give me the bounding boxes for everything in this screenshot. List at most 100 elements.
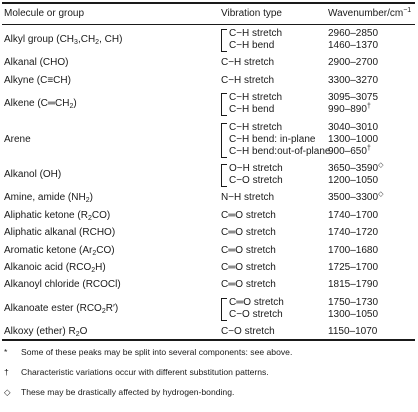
text-run: 3095–3075	[328, 92, 379, 104]
table-row: Alkoxy (ether) R2O C−O stretch 1150–1070	[0, 326, 418, 343]
vibration-type: C═O stretch	[221, 244, 276, 256]
text-run: 3300–3270	[328, 74, 379, 86]
molecule-cell: Alkyne (C≡CH)	[4, 75, 71, 87]
wavenumber-range: 1460–1370	[328, 40, 378, 52]
text-run: 1150–1070	[328, 326, 378, 338]
table-row: Alkanal (CHO) C−H stretch 2900–2700	[0, 57, 418, 74]
text-run: Aliphatic ketone (R	[4, 209, 88, 221]
wavenumber-range: 1700–1680	[328, 245, 378, 257]
vibration-cell: C═O stretch	[221, 227, 276, 239]
text-run: 3040–3010	[328, 121, 379, 133]
table-row: Alkanoic acid (RCO2H) C═O stretch 1725–170…	[0, 262, 418, 279]
wavenumber-range: 1200–1050	[328, 175, 383, 187]
table-body: Alkyl group (CH3,CH2, CH) C−H stretch C−H …	[0, 28, 418, 343]
text-run: , CH)	[99, 34, 123, 45]
wavenumber-cell: 1740–1700	[328, 210, 378, 222]
table-row: Aliphatic alkanal (RCHO) C═O stretch 1740–…	[0, 227, 418, 244]
molecule-cell: Alkanoyl chloride (RCOCl)	[4, 279, 121, 291]
text-run: 1300–1050	[328, 308, 379, 320]
vibration-type: N−H stretch	[221, 192, 275, 204]
vibration-cell: C−H stretch	[221, 57, 274, 69]
text-run: CO)	[96, 244, 115, 256]
wavenumber-range: 990–890†	[328, 103, 378, 116]
footnote-symbol: ◇	[4, 387, 11, 397]
wavenumber-cell: 1815–1790	[328, 279, 378, 291]
grouping-bracket	[221, 93, 227, 117]
text-run: O	[79, 326, 88, 338]
text-run: )	[73, 98, 77, 110]
grouping-bracket	[221, 297, 227, 321]
wavenumber-range: 1725–1700	[328, 262, 378, 274]
molecule-cell: Aliphatic alkanal (RCHO)	[4, 227, 115, 239]
footnote: * Some of these peaks may be split into s…	[0, 347, 418, 367]
vibration-type: C−H stretch	[221, 57, 275, 69]
grouping-bracket	[221, 122, 227, 158]
wavenumber-cell: 3300–3270	[328, 75, 378, 87]
wavenumber-cell: 2960–2850 1460–1370	[328, 28, 378, 52]
top-rule	[2, 2, 415, 4]
molecule-cell: Amine, amide (NH2)	[4, 192, 93, 204]
subscript: 2	[69, 103, 74, 111]
text-run: 2960–2850	[328, 28, 379, 39]
footnote-text: These may be drastically affected by hyd…	[21, 387, 235, 397]
table-row: Alkanoyl chloride (RCOCl) C═O stretch 1815…	[0, 279, 418, 296]
footnote-symbol: *	[4, 347, 8, 357]
text-run: Alkanol (OH)	[4, 168, 62, 180]
header-wavenumber-exponent: −1	[403, 7, 412, 14]
text-run: )	[89, 192, 93, 204]
text-run: CO)	[91, 209, 111, 221]
wavenumber-range: 3095–3075	[328, 92, 378, 104]
header-wavenumber: Wavenumber/cm−1	[328, 7, 412, 20]
subscript: 2	[75, 331, 80, 339]
subscript: 2	[92, 249, 97, 257]
text-run: Aromatic ketone (Ar	[4, 244, 93, 256]
vibration-cell: C−H stretch C−H bend: in-plane C−H bend:ou…	[229, 122, 330, 158]
vibration-type: C−O stretch	[229, 174, 283, 186]
table-row: Aliphatic ketone (R2CO) C═O stretch 1740–1…	[0, 210, 418, 227]
vibration-type: C−H stretch	[229, 92, 283, 104]
text-run: 1300–1000	[328, 133, 379, 145]
text-run: 1700–1680	[328, 244, 379, 256]
wavenumber-range: 2960–2850	[328, 28, 378, 40]
vibration-type: C−H stretch	[229, 28, 283, 39]
wavenumber-cell: 1700–1680	[328, 245, 378, 257]
text-run: Alkanal (CHO)	[4, 57, 69, 69]
table-row: Arene C−H stretch C−H bend: in-plane C−H be…	[0, 122, 418, 163]
vibration-cell: O−H stretch C−O stretch	[229, 163, 283, 187]
vibration-cell: C═O stretch C−O stretch	[229, 297, 284, 321]
wavenumber-range: 3300–3270	[328, 75, 378, 87]
text-run: Amine, amide (NH	[4, 192, 86, 204]
molecule-cell: Aromatic ketone (Ar2CO)	[4, 245, 115, 257]
wavenumber-cell: 3095–3075 990–890†	[328, 92, 378, 116]
vibration-cell: C═O stretch	[221, 210, 276, 222]
molecule-cell: Alkanoate ester (RCO2R′)	[4, 303, 118, 315]
vibration-cell: C−H stretch	[221, 75, 274, 87]
text-run: 1740–1720	[328, 227, 379, 239]
vibration-type: C═O stretch	[229, 296, 284, 308]
vibration-cell: C═O stretch	[221, 262, 276, 274]
footnote-mark: ◇	[378, 161, 384, 169]
text-run: Alkyl group (CH	[4, 34, 75, 45]
text-run: 1740–1700	[328, 209, 379, 221]
vibration-type: C═O stretch	[221, 261, 276, 273]
wavenumber-cell: 1150–1070	[328, 326, 377, 338]
text-run: Arene	[4, 133, 31, 145]
text-run: H)	[95, 261, 106, 273]
header-molecule: Molecule or group	[4, 8, 85, 19]
vibration-type: C−H stretch	[229, 121, 283, 133]
wavenumber-range: 900–650†	[328, 145, 378, 158]
vibration-type: C−H bend: in-plane	[229, 133, 316, 145]
header-rule	[2, 24, 415, 25]
wavenumber-range: 1740–1700	[328, 210, 378, 222]
bottom-rule	[2, 339, 415, 341]
vibration-cell: C−O stretch	[221, 326, 275, 338]
footnote-text: Some of these peaks may be split into se…	[21, 347, 293, 357]
table-row: Aromatic ketone (Ar2CO) C═O stretch 1700–1…	[0, 245, 418, 262]
footnote-symbol: †	[4, 367, 9, 377]
subscript: 2	[85, 197, 90, 205]
vibration-type: C═O stretch	[221, 209, 276, 221]
molecule-cell: Alkanoic acid (RCO2H)	[4, 262, 106, 274]
wavenumber-range: 1815–1790	[328, 279, 378, 291]
subscript: 3	[74, 39, 78, 46]
